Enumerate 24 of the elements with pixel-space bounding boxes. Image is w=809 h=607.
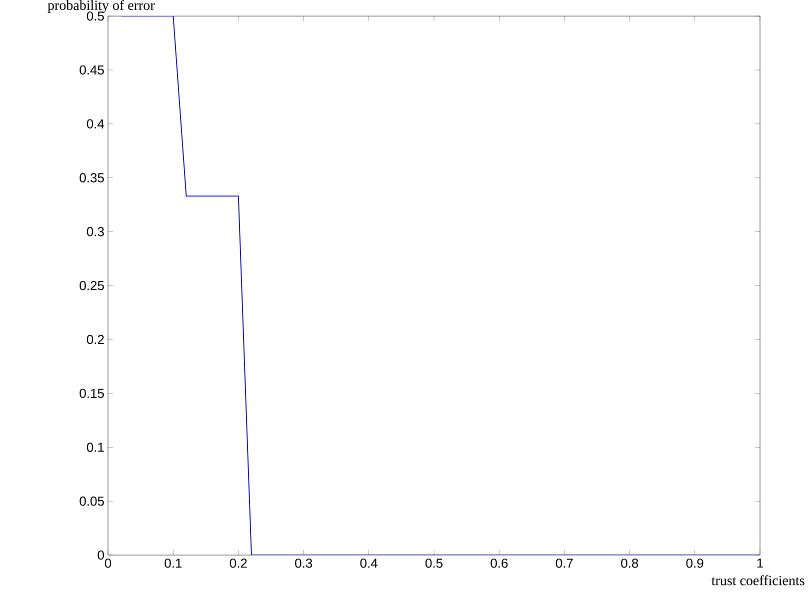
x-tick-label: 0.9 — [686, 558, 704, 568]
x-tick-label: 0.6 — [490, 558, 508, 568]
y-tick-label: 0.45 — [80, 65, 104, 75]
x-tick-label: 0.3 — [295, 558, 312, 568]
x-tick-label: 0.8 — [621, 558, 638, 568]
x-tick-label: 0.7 — [556, 558, 573, 568]
y-tick-label: 0.25 — [80, 280, 104, 290]
y-tick-label: 0 — [98, 550, 104, 560]
y-tick-label: 0.3 — [86, 227, 104, 236]
x-tick-label: 0 — [104, 558, 112, 568]
y-tick-label: 0.5 — [86, 11, 104, 21]
y-axis-title: probability of error — [48, 0, 155, 13]
x-tick-label: 0.2 — [230, 558, 247, 568]
y-tick-label: 0.35 — [80, 173, 104, 182]
y-tick-label: 0.4 — [86, 119, 104, 128]
x-axis-title: trust coefficients — [712, 575, 804, 586]
x-tick-label: 0.4 — [360, 558, 378, 568]
x-tick-label: 0.1 — [164, 558, 182, 568]
y-tick-label: 0.1 — [86, 442, 104, 452]
y-tick-label: 0.05 — [80, 496, 104, 506]
y-tick-label: 0.2 — [86, 334, 104, 344]
x-tick-label: 0.5 — [425, 558, 442, 568]
y-tick-label: 0.15 — [80, 388, 104, 398]
x-tick-label: 1 — [757, 558, 763, 568]
